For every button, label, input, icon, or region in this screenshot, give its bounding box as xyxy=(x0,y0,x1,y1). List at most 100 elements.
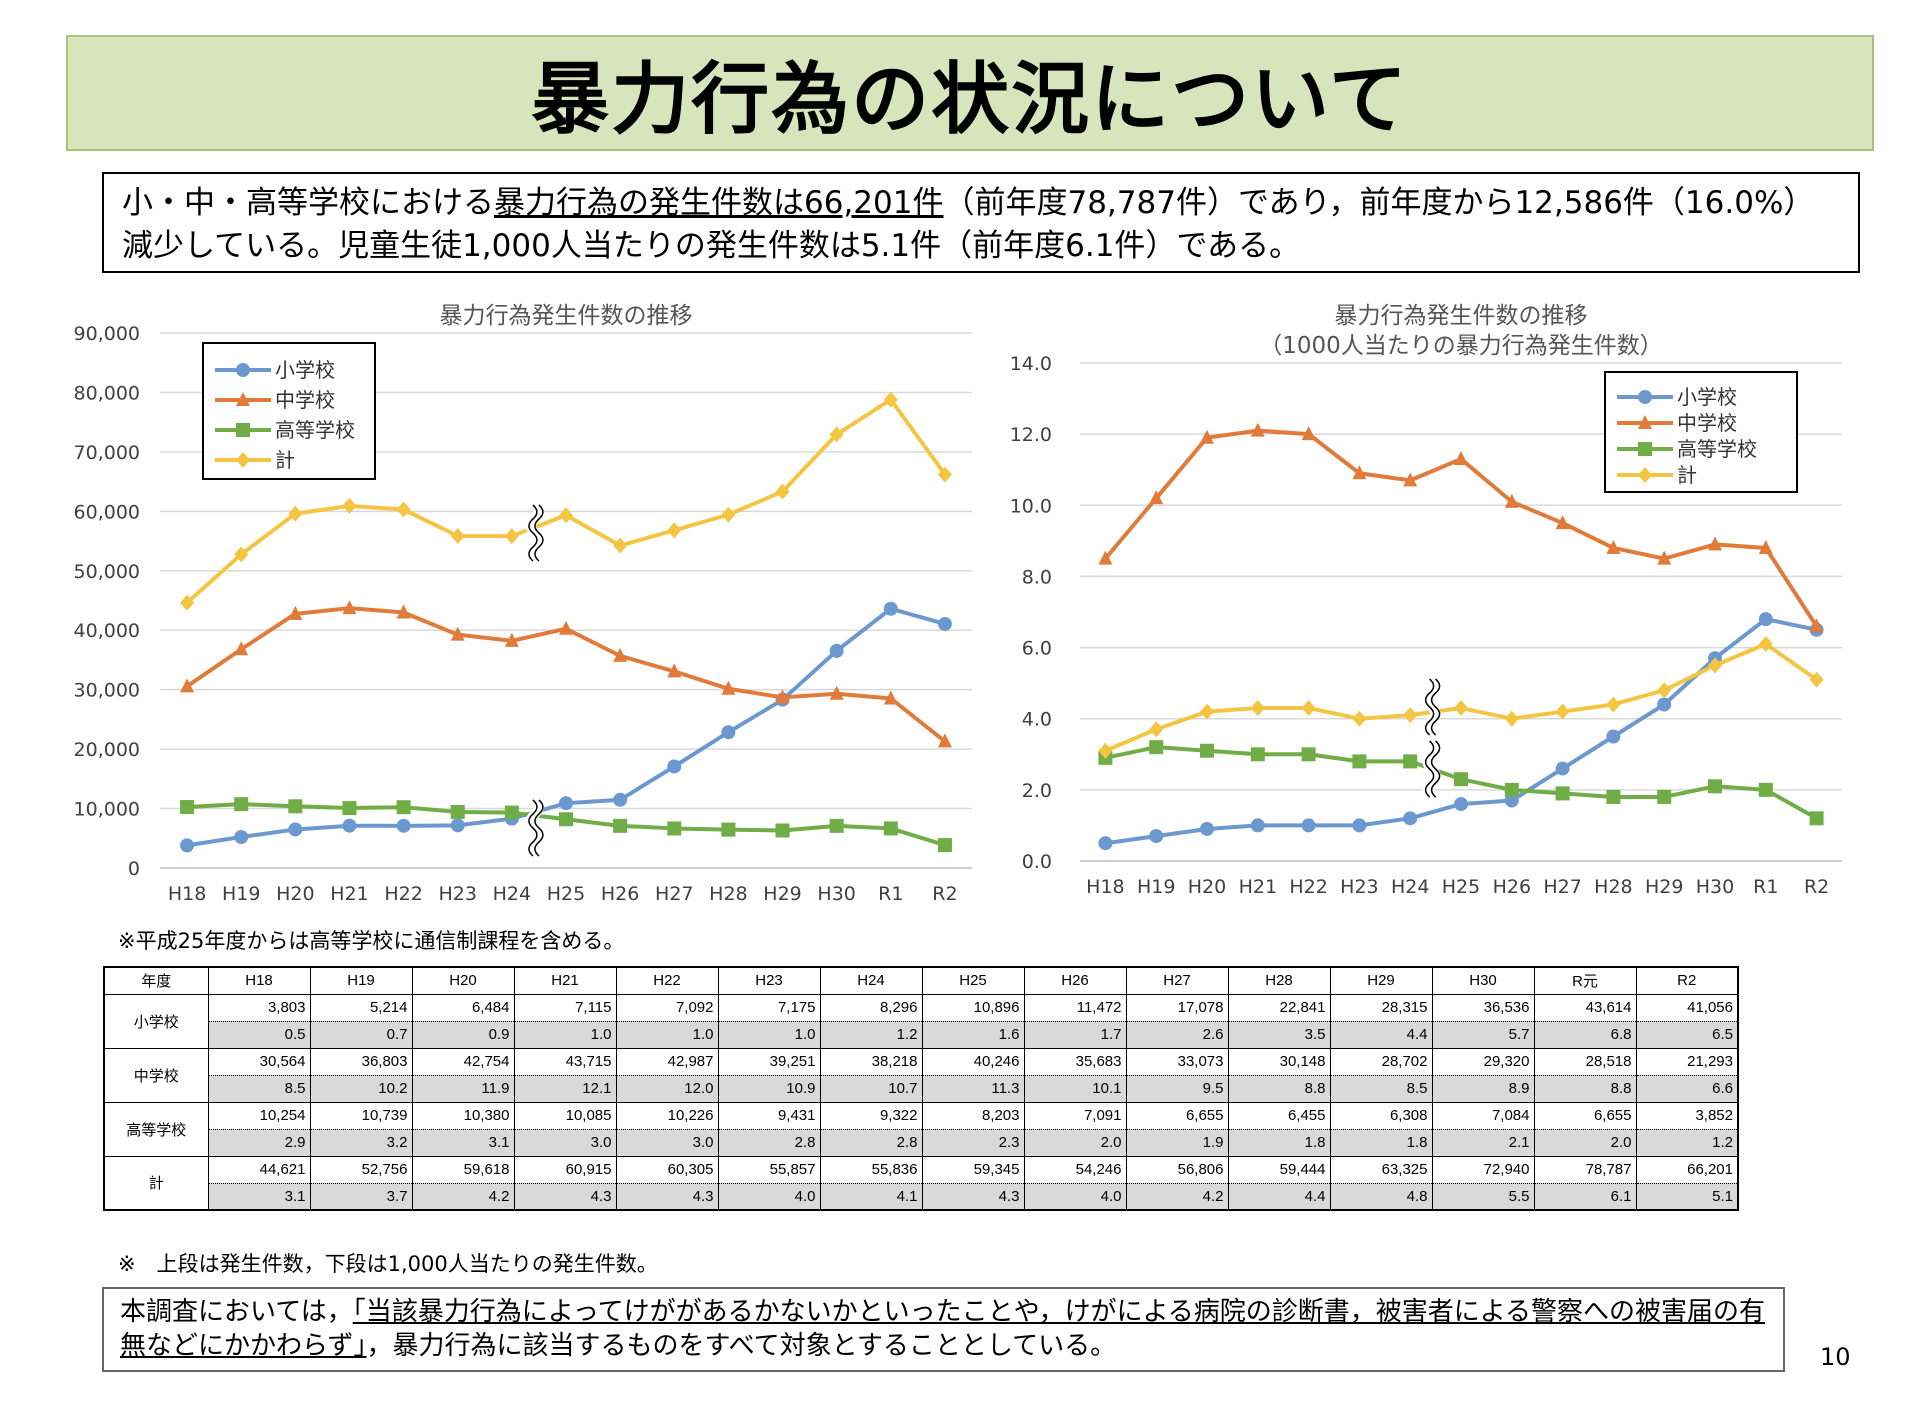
legend-label: 中学校 xyxy=(275,388,335,412)
table-year-header: H26 xyxy=(1023,966,1127,995)
data-point xyxy=(1504,493,1519,508)
x-tick-label: H25 xyxy=(547,883,585,905)
data-point xyxy=(288,505,303,522)
data-point xyxy=(1149,829,1164,844)
legend-marker xyxy=(236,452,250,468)
x-tick-label: H20 xyxy=(1188,876,1226,898)
table-cell-rate: 10.9 xyxy=(717,1075,821,1103)
table-row-rates: 2.9 3.2 3.1 3.0 3.0 2.8 2.8 2.3 2.0 1.9 1.8 1.8 2.1 2… xyxy=(104,1129,1739,1157)
data-point xyxy=(1606,696,1621,713)
table-cell-count: 10,085 xyxy=(513,1101,617,1130)
data-point xyxy=(1454,772,1468,787)
data-point xyxy=(559,507,573,524)
axis-break-mark xyxy=(1424,678,1435,736)
x-tick-label: H30 xyxy=(1696,876,1734,898)
data-point xyxy=(342,600,357,615)
data-point xyxy=(1149,740,1164,755)
legend-marker xyxy=(236,392,250,406)
table-cell-count: 10,254 xyxy=(207,1101,311,1130)
y-tick-label: 10.0 xyxy=(1010,495,1052,517)
table-cell-count: 72,940 xyxy=(1431,1155,1535,1184)
legend-label: 計 xyxy=(1677,463,1697,487)
table-cell-rate: 3.7 xyxy=(309,1183,413,1211)
table-cell-count: 5,214 xyxy=(309,993,413,1022)
data-point xyxy=(1250,818,1265,833)
series-2 xyxy=(1098,740,1824,826)
data-point xyxy=(180,838,195,853)
chart-incident-count: 暴力行為発生件数の推移 0 10,000 20,000 30,000 40,000 50,0… xyxy=(74,303,972,905)
data-point xyxy=(1555,761,1570,776)
table-year-header: H27 xyxy=(1125,966,1229,995)
data-point xyxy=(721,680,736,695)
table-cell-rate: 8.5 xyxy=(207,1075,311,1103)
data-point xyxy=(1454,700,1468,717)
data-point xyxy=(180,678,195,693)
x-tick-label: H22 xyxy=(1289,876,1327,898)
x-tick-label: R2 xyxy=(1804,876,1829,898)
data-point xyxy=(1504,710,1519,727)
table-cell-count: 54,246 xyxy=(1023,1155,1127,1184)
table-cell-rate: 11.9 xyxy=(411,1075,515,1103)
legend-marker xyxy=(1638,467,1652,483)
table-cell-rate: 2.3 xyxy=(921,1129,1025,1157)
x-tick-label: H30 xyxy=(817,883,855,905)
data-point xyxy=(1809,811,1824,826)
data-point xyxy=(829,643,844,658)
table-cell-rate: 3.0 xyxy=(615,1129,719,1157)
data-point xyxy=(396,818,411,833)
data-point xyxy=(288,822,303,837)
note-below-table: ※ 上段は発生件数，下段は1,000人当たりの発生件数。 xyxy=(118,1252,658,1276)
table-cell-count: 10,739 xyxy=(309,1101,413,1130)
data-point xyxy=(1758,539,1773,554)
data-point xyxy=(775,483,790,500)
table-cell-count: 66,201 xyxy=(1635,1155,1739,1184)
title-banner: 暴力行為の状況について xyxy=(66,35,1874,151)
table-cell-count: 7,084 xyxy=(1431,1101,1535,1130)
table-cell-rate: 5.5 xyxy=(1431,1183,1535,1211)
footnote-text-1: 本調査においては， xyxy=(120,1297,353,1327)
table-header-row: 年度 H18 H19 H20 H21 H22 H23 H24 H25 H26 H27 H28 H29 H3… xyxy=(103,966,1739,995)
chart-subtitle: （1000人当たりの暴力行為発生件数） xyxy=(1259,333,1663,359)
data-point xyxy=(234,546,249,563)
chart-title: 暴力行為発生件数の推移 xyxy=(1335,303,1588,329)
x-tick-label: H29 xyxy=(763,883,801,905)
series-2 xyxy=(180,797,952,853)
table-cell-count: 7,092 xyxy=(615,993,719,1022)
data-point xyxy=(937,838,952,853)
data-point xyxy=(775,689,790,704)
data-point xyxy=(1555,786,1570,801)
y-tick-label: 8.0 xyxy=(1022,566,1052,588)
table-cell-count: 9,322 xyxy=(819,1101,923,1130)
data-point xyxy=(1250,700,1265,717)
table-row-counts: 小学校 3,803 5,214 6,484 7,115 7,092 7,175 8,296 10… xyxy=(103,993,1739,1049)
data-point xyxy=(1758,636,1773,653)
summary-text-2: （前年度78,787件）であり，前年度から12,586件（16.0%）減少してい… xyxy=(122,185,1815,264)
x-tick-label: H21 xyxy=(330,883,368,905)
table-cell-rate: 8.8 xyxy=(1533,1075,1637,1103)
table-cell-count: 17,078 xyxy=(1125,993,1229,1022)
table-cell-rate: 4.3 xyxy=(615,1183,719,1211)
data-point xyxy=(1403,472,1418,487)
table-cell-rate: 4.8 xyxy=(1329,1183,1433,1211)
data-point xyxy=(1504,793,1519,808)
table-year-header: H29 xyxy=(1329,966,1433,995)
data-point xyxy=(1708,536,1722,551)
y-tick-label: 2.0 xyxy=(1022,780,1052,802)
table-cell-rate: 4.2 xyxy=(411,1183,515,1211)
table-cell-count: 40,246 xyxy=(921,1047,1025,1076)
table-cell-count: 60,305 xyxy=(615,1155,719,1184)
table-cell-count: 6,455 xyxy=(1227,1101,1331,1130)
table-cell-rate: 6.8 xyxy=(1533,1021,1637,1049)
footnote-highlight: 「当該暴力行為によってけががあるかないかといったことや，けがによる病院の診断書，… xyxy=(120,1297,1766,1361)
table-cell-rate: 1.8 xyxy=(1227,1129,1331,1157)
table-cell-rate: 4.3 xyxy=(513,1183,617,1211)
data-point xyxy=(1606,729,1621,744)
data-point xyxy=(1301,818,1316,833)
table-cell-count: 6,484 xyxy=(411,993,515,1022)
data-point xyxy=(559,620,573,635)
y-tick-label: 70,000 xyxy=(74,442,140,464)
table-cell-rate: 0.7 xyxy=(309,1021,413,1049)
series-0 xyxy=(180,601,952,853)
x-tick-label: H18 xyxy=(1086,876,1124,898)
